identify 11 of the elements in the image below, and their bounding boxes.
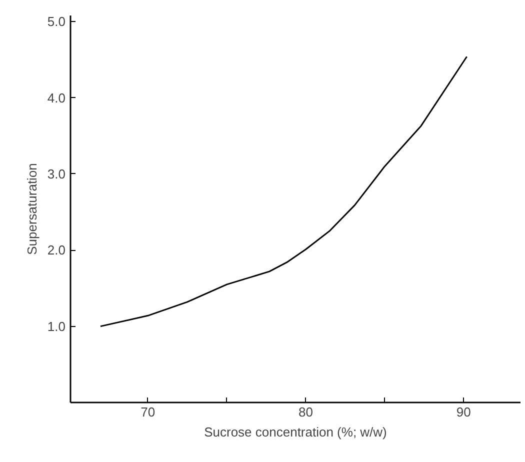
y-tick-label: 2.0 (47, 242, 66, 258)
x-tick-label: 90 (456, 404, 471, 420)
y-tick-label: 3.0 (47, 166, 66, 182)
x-tick-label: 80 (298, 404, 313, 420)
y-tick-label: 5.0 (47, 14, 66, 30)
y-tick-label: 4.0 (47, 90, 66, 106)
x-axis-title: Sucrose concentration (%; w/w) (204, 424, 387, 440)
y-axis-title: Supersaturation (24, 163, 40, 255)
y-tick-label: 1.0 (47, 318, 66, 334)
line-series (100, 56, 468, 328)
x-tick-label: 70 (140, 404, 156, 420)
